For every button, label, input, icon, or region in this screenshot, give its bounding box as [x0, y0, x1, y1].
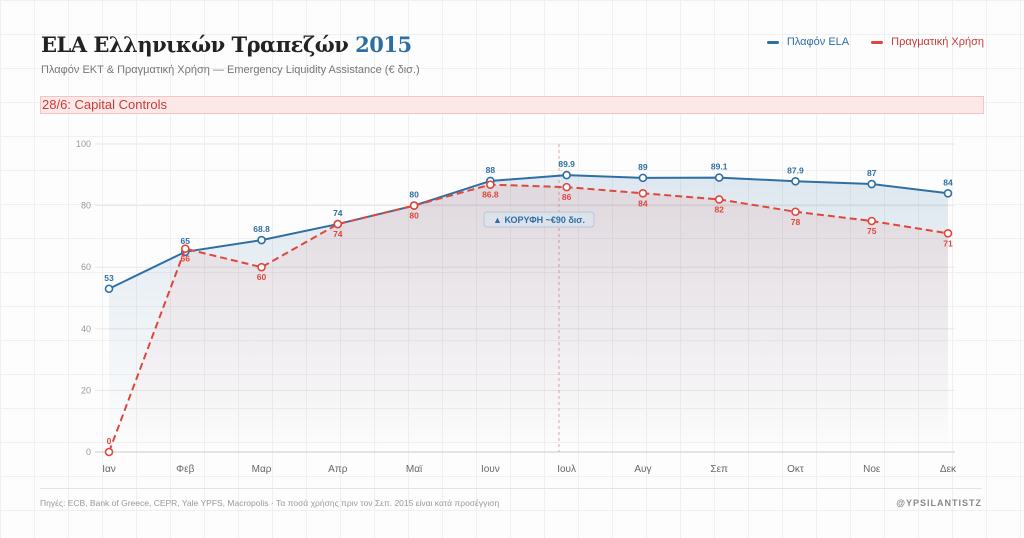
series-area	[109, 184, 948, 452]
event-banner: 28/6: Capital Controls	[40, 96, 984, 114]
data-label: 71	[943, 238, 953, 248]
x-tick-label: Μαϊ	[406, 464, 423, 475]
data-label: 84	[943, 177, 953, 187]
y-tick-label: 20	[81, 385, 91, 395]
data-label: 75	[867, 226, 877, 236]
data-label: 78	[791, 217, 801, 227]
x-tick-label: Ιουν	[481, 464, 500, 475]
y-tick-label: 0	[86, 447, 91, 457]
legend: Πλαφόν ELA Πραγματική Χρήση	[766, 36, 984, 48]
data-point	[943, 229, 953, 238]
data-point	[104, 284, 114, 294]
peak-annotation: ▲ ΚΟΡΥΦΗ ~€90 δισ.	[493, 215, 585, 225]
data-point	[638, 173, 648, 183]
data-label: 86	[562, 192, 572, 202]
legend-label: Πλαφόν ELA	[786, 36, 850, 48]
x-tick-label: Οκτ	[787, 464, 804, 475]
x-tick-label: Απρ	[328, 464, 348, 475]
data-label: 66	[181, 254, 191, 264]
series-line	[108, 174, 949, 290]
data-label: 87	[867, 168, 877, 178]
legend-swatch	[871, 40, 884, 44]
x-tick-label: Δεκ	[940, 464, 957, 475]
data-point	[867, 179, 877, 189]
x-tick-label: Σεπ	[710, 464, 728, 475]
data-point	[104, 447, 114, 457]
data-point	[257, 235, 266, 245]
chart-subtitle: Πλαφόν ΕΚΤ & Πραγματική Χρήση — Emergenc…	[41, 64, 420, 76]
data-label: 60	[257, 272, 267, 282]
data-point	[638, 188, 648, 198]
x-tick-label: Ιουλ	[557, 464, 576, 475]
data-label: 89	[638, 162, 648, 172]
y-tick-label: 40	[81, 324, 91, 334]
chart-title: ELA Ελληνικών Τραπεζών 2015	[41, 32, 412, 57]
data-point	[486, 180, 495, 189]
sources-note: Πηγές: ECB, Bank of Greece, CEPR, Yale Y…	[40, 498, 500, 508]
data-point	[562, 182, 571, 192]
data-point	[409, 201, 419, 210]
data-label: 88	[486, 165, 496, 175]
data-point	[257, 262, 266, 272]
data-label: 68.8	[253, 224, 270, 234]
data-point	[867, 216, 877, 226]
footer: Πηγές: ECB, Bank of Greece, CEPR, Yale Y…	[40, 488, 982, 508]
data-point	[180, 244, 190, 254]
data-point	[333, 219, 343, 229]
data-point	[943, 188, 953, 198]
data-label: 86.8	[482, 190, 499, 200]
y-tick-label: 100	[76, 139, 91, 149]
legend-swatch	[766, 40, 779, 44]
data-label: 74	[333, 208, 343, 218]
data-point	[714, 173, 724, 182]
data-label: 87.9	[787, 165, 804, 175]
author-handle: @YPSILANTISTZ	[896, 498, 982, 508]
y-tick-label: 80	[81, 201, 91, 211]
y-tick-label: 60	[81, 262, 91, 272]
x-tick-label: Ιαν	[102, 464, 116, 475]
data-point	[791, 176, 800, 186]
data-label: 0	[107, 436, 112, 446]
legend-label: Πραγματική Χρήση	[891, 36, 984, 48]
data-label: 74	[333, 229, 343, 239]
data-label: 89.1	[711, 162, 728, 172]
x-tick-label: Μαρ	[252, 464, 272, 475]
series-line	[108, 183, 949, 453]
title-year: 2015	[355, 32, 412, 57]
x-tick-label: Αυγ	[634, 464, 651, 475]
data-label: 82	[714, 204, 724, 214]
data-label: 80	[409, 211, 419, 221]
data-label: 65	[181, 236, 191, 246]
data-point	[562, 170, 571, 180]
x-tick-label: Φεβ	[176, 464, 194, 475]
data-label: 84	[638, 198, 648, 208]
data-point	[791, 207, 800, 217]
peak-annotation-box	[483, 211, 595, 228]
x-tick-label: Νοε	[863, 464, 881, 475]
title-text: ELA Ελληνικών Τραπεζών	[41, 32, 349, 57]
legend-item-usage: Πραγματική Χρήση	[871, 36, 984, 48]
data-label: 80	[409, 190, 419, 200]
data-point	[714, 195, 724, 204]
data-label: 89.9	[558, 159, 575, 169]
legend-item-ela: Πλαφόν ELA	[766, 36, 850, 48]
data-label: 53	[104, 273, 114, 283]
